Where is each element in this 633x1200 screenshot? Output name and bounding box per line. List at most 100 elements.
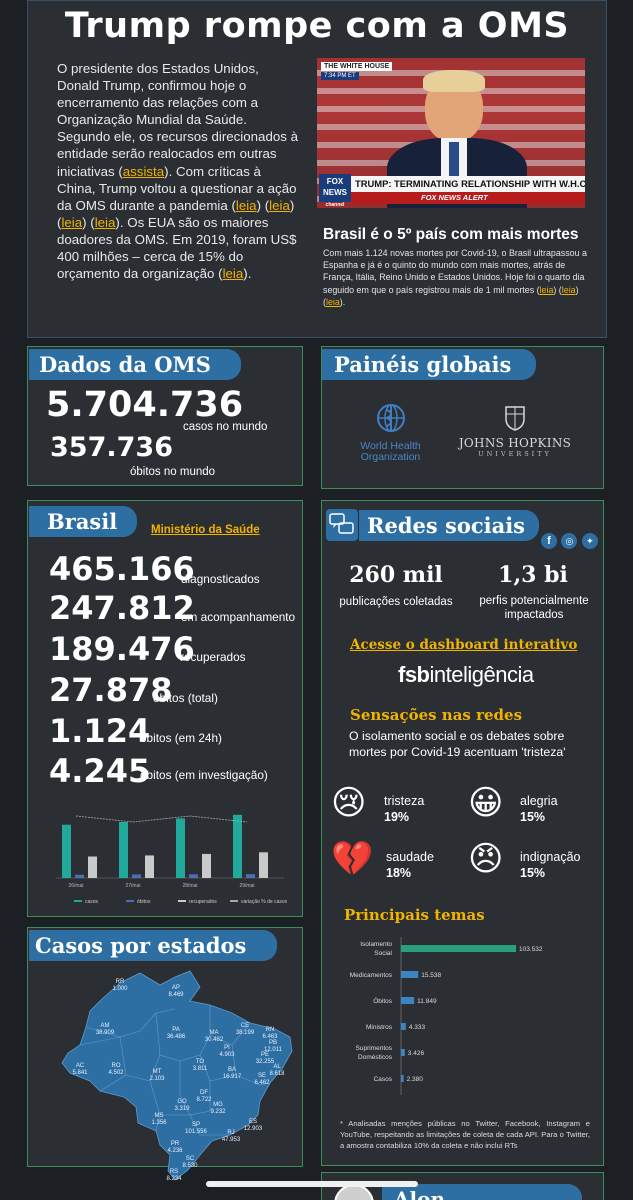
assista-link[interactable]: assista: [122, 163, 165, 179]
who-name-1: World Health: [360, 440, 421, 452]
video-top-label: THE WHITE HOUSE: [321, 62, 393, 71]
chart-bar-óbitos: [75, 874, 84, 878]
oms-cases-label: casos no mundo: [183, 421, 268, 433]
feeling-label: indignação: [520, 850, 581, 864]
temas-bar: [401, 1049, 405, 1056]
feeling-pct: 15%: [520, 810, 546, 824]
temas-value: 2.380: [407, 1076, 424, 1083]
state-label-df: DF 8.722: [190, 1090, 218, 1103]
leia-link[interactable]: leia: [61, 214, 83, 230]
chart-bar-óbitos: [189, 874, 198, 878]
state-label-pb: PB 12.011: [259, 1040, 287, 1053]
brazil-outline: [61, 970, 293, 1181]
stat-label: óbitos (total): [153, 691, 218, 705]
chart-category-label: 29/mai: [239, 883, 254, 889]
chart-line-variacao: [75, 815, 248, 823]
sad-face-icon: 😢: [331, 784, 367, 822]
speaker-tie: [449, 142, 459, 182]
chart-bar-casos: [176, 818, 185, 878]
leia-link[interactable]: leia: [269, 197, 290, 213]
chart-bar-óbitos: [246, 874, 255, 878]
instagram-icon[interactable]: ◎: [561, 533, 578, 549]
state-label-pe: PE 32.255: [251, 1052, 279, 1065]
estados-tab: Casos por estados: [29, 930, 277, 961]
state-uf: RS: [169, 1169, 179, 1175]
stat-value: 1.124: [49, 712, 151, 750]
social-icons: f ◎ ✦: [541, 531, 598, 549]
leia-link[interactable]: leia: [94, 214, 116, 230]
pubs-label: publicações coletadas: [339, 596, 453, 608]
ministerio-link[interactable]: Ministério da Saúde: [151, 524, 260, 536]
state-uf: SE: [257, 1073, 266, 1079]
brasil-summary: Com mais 1.124 novas mortes por Covid-19…: [323, 248, 587, 307]
perfis-value: 1,3 bi: [498, 562, 568, 588]
twitter-icon[interactable]: ✦: [581, 533, 598, 549]
state-label-ac: AC 5.841: [66, 1063, 94, 1076]
feeling-label: saudade: [386, 850, 434, 864]
dashboard-link[interactable]: Acesse o dashboard interativo: [350, 637, 578, 653]
legend-swatch: [230, 900, 238, 902]
leia-link[interactable]: leia: [222, 266, 244, 282]
stat-label: óbitos (em 24h): [140, 731, 222, 745]
state-label-al: AL 8.618: [263, 1064, 291, 1077]
temas-bar: [401, 971, 419, 978]
state-cases: 12.903: [243, 1125, 263, 1132]
brasil-bar-chart: 26/mai 27/mai 28/mai 29/mai casos óbitos recup…: [56, 814, 288, 905]
state-cases: 38.199: [235, 1029, 255, 1036]
fox-logo: FOX NEWS channel: [319, 174, 351, 208]
facebook-icon[interactable]: f: [541, 533, 557, 549]
state-label-rs: RS 8.234: [160, 1169, 188, 1182]
brasil-tab: Brasil: [29, 506, 137, 537]
brand-rest: inteligência: [429, 662, 535, 687]
temas-value: 103.532: [519, 946, 543, 953]
who-logo[interactable]: World Health Organization: [343, 402, 438, 464]
leia-link[interactable]: leia: [539, 284, 554, 295]
feeling-pct: 19%: [384, 810, 410, 824]
state-cases: 5.841: [72, 1069, 88, 1076]
state-cases: 3.811: [192, 1065, 208, 1072]
state-uf: AP: [171, 985, 180, 991]
legend-label: variação % de casos: [241, 899, 288, 905]
feeling-pct: 18%: [386, 866, 412, 880]
author-tab: Alon Feuerwerker: [382, 1184, 582, 1200]
video-thumbnail[interactable]: THE WHITE HOUSE 7:34 PM ET FOX NEWS chann…: [317, 58, 585, 208]
legend-swatch: [126, 900, 134, 902]
leia-link[interactable]: leia: [235, 197, 257, 213]
state-cases: 6.463: [262, 1033, 278, 1040]
temas-value: 15.538: [421, 972, 441, 979]
temas-label: Óbitos: [373, 996, 393, 1005]
state-label-ap: AP 8.469: [162, 985, 190, 998]
state-uf: GO: [177, 1099, 187, 1105]
intro-part: ) (: [82, 214, 95, 230]
intro-part: ). Com críticas à China, Trump voltou a …: [57, 163, 297, 213]
chart-bar-recuperados: [202, 853, 211, 878]
state-cases: 38.909: [95, 1029, 115, 1036]
legend-swatch: [74, 900, 82, 902]
state-label-pr: PR 4.236: [161, 1141, 189, 1154]
brasil-headline: Brasil é o 5º país com mais mortes: [323, 226, 579, 243]
state-uf: MA: [209, 1030, 219, 1036]
feeling-pct: 15%: [520, 866, 546, 880]
state-cases: 101.556: [185, 1128, 207, 1135]
temas-label: Social: [374, 950, 392, 957]
state-cases: 30.482: [204, 1036, 224, 1043]
feeling-label: tristeza: [384, 794, 425, 808]
state-uf: PE: [260, 1052, 269, 1058]
leia-link[interactable]: leia: [325, 296, 340, 307]
state-cases: 4.502: [108, 1069, 124, 1076]
stat-value: 465.166: [49, 550, 195, 588]
fsb-brand: fsbinteligência: [398, 662, 534, 688]
leia-link[interactable]: leia: [561, 284, 576, 295]
state-cases: 1.000: [112, 985, 128, 992]
video-chyron: TRUMP: TERMINATING RELATIONSHIP WITH W.H…: [351, 176, 585, 192]
state-label-pi: PI 4.903: [213, 1045, 241, 1058]
state-cases: 4.903: [219, 1051, 235, 1058]
state-cases: 4.236: [167, 1147, 183, 1154]
state-uf: MG: [213, 1102, 223, 1108]
home-indicator[interactable]: [206, 1181, 418, 1187]
state-uf: PB: [268, 1040, 277, 1046]
state-uf: TO: [195, 1059, 205, 1065]
johns-hopkins-logo[interactable]: JOHNS HOPKINS UNIVERSITY: [455, 405, 575, 465]
chart-category-label: 28/mai: [182, 883, 197, 889]
jh-name-2: UNIVERSITY: [478, 450, 552, 458]
